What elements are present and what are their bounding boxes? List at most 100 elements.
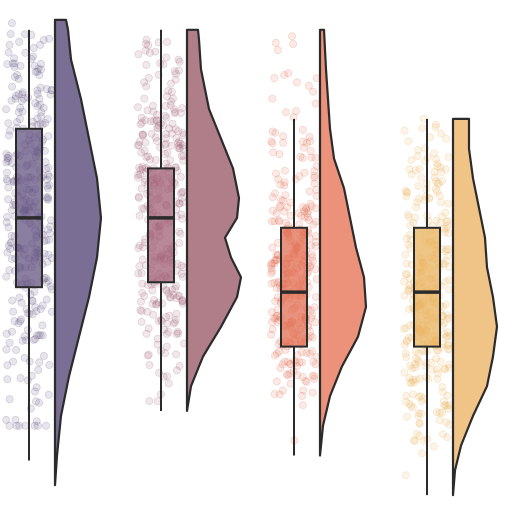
data-point xyxy=(276,201,285,210)
data-point xyxy=(441,300,450,309)
data-point xyxy=(412,203,421,212)
data-point xyxy=(45,181,54,190)
data-point xyxy=(438,387,447,396)
data-point xyxy=(20,332,29,341)
data-point xyxy=(308,333,317,342)
data-point xyxy=(7,19,16,28)
data-point xyxy=(267,259,276,268)
group-1-box xyxy=(15,127,43,289)
data-point xyxy=(16,62,25,71)
data-point xyxy=(410,436,419,445)
data-point xyxy=(33,421,42,430)
data-point xyxy=(311,292,320,301)
group-2-box xyxy=(147,167,175,284)
data-point xyxy=(289,40,298,49)
data-point xyxy=(29,335,38,344)
data-point xyxy=(8,82,17,91)
data-point xyxy=(2,105,11,114)
data-point xyxy=(45,34,54,43)
data-point xyxy=(174,55,183,64)
data-point xyxy=(160,111,169,120)
data-point xyxy=(42,236,51,245)
data-point xyxy=(435,191,444,200)
data-point xyxy=(431,177,440,186)
data-point xyxy=(311,204,320,213)
data-point xyxy=(11,94,20,103)
data-point xyxy=(5,421,14,430)
data-point xyxy=(10,63,19,72)
data-point xyxy=(37,65,46,74)
data-point xyxy=(34,331,43,340)
data-point xyxy=(274,216,283,225)
data-point xyxy=(3,153,12,162)
data-point xyxy=(163,372,172,381)
data-point xyxy=(440,365,449,374)
data-point xyxy=(441,247,450,256)
data-point xyxy=(138,255,147,264)
group-4-violin xyxy=(451,117,499,497)
data-point xyxy=(3,168,11,177)
data-point xyxy=(165,124,174,133)
data-point xyxy=(11,415,20,424)
data-point xyxy=(417,409,426,418)
data-point xyxy=(403,188,412,197)
data-point xyxy=(269,148,278,157)
data-point xyxy=(267,279,276,288)
data-point xyxy=(301,205,310,214)
data-point xyxy=(440,260,449,269)
data-point xyxy=(405,321,414,330)
data-point xyxy=(402,391,411,400)
data-point xyxy=(444,153,453,162)
data-point xyxy=(279,138,288,147)
data-point xyxy=(267,318,276,327)
data-point xyxy=(5,266,14,275)
data-point xyxy=(399,277,408,286)
data-point xyxy=(416,392,425,401)
data-point xyxy=(402,397,411,406)
data-point xyxy=(279,196,288,205)
data-point xyxy=(2,345,11,354)
data-point xyxy=(299,386,308,395)
data-point xyxy=(18,90,27,99)
data-point xyxy=(268,243,277,252)
data-point xyxy=(162,53,171,62)
data-point xyxy=(164,379,173,388)
data-point xyxy=(309,87,318,96)
data-point xyxy=(143,106,152,115)
data-point xyxy=(43,181,52,190)
data-point xyxy=(443,221,452,230)
data-point xyxy=(47,216,56,225)
data-point xyxy=(177,210,186,219)
data-point xyxy=(411,375,420,384)
data-point xyxy=(268,206,277,215)
data-point xyxy=(441,401,450,410)
data-point xyxy=(39,103,48,112)
data-point xyxy=(166,293,175,302)
data-point xyxy=(272,250,281,259)
data-point xyxy=(172,330,181,339)
data-point xyxy=(175,291,184,300)
data-point xyxy=(4,223,13,232)
data-point xyxy=(408,376,417,385)
data-point xyxy=(33,114,42,123)
data-point xyxy=(278,386,287,395)
data-point xyxy=(276,364,285,373)
data-point xyxy=(414,349,423,358)
data-point xyxy=(32,397,41,406)
data-point xyxy=(271,314,280,323)
group-4-points xyxy=(399,114,454,480)
data-point xyxy=(15,421,24,430)
data-point xyxy=(171,284,180,293)
data-point xyxy=(270,314,279,323)
data-point xyxy=(443,216,452,225)
data-point xyxy=(5,395,14,404)
data-point xyxy=(402,412,411,421)
data-point xyxy=(436,163,445,172)
data-point xyxy=(444,199,453,208)
data-point xyxy=(6,239,15,248)
data-point xyxy=(400,368,409,377)
data-point xyxy=(161,349,170,358)
data-point xyxy=(309,357,318,366)
data-point xyxy=(283,203,292,212)
data-point xyxy=(304,207,313,216)
